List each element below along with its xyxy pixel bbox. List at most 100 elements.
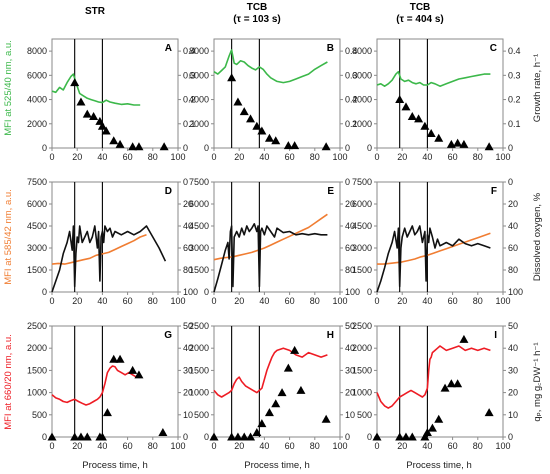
y-right-tick-label: 30 — [508, 365, 518, 375]
y-left-tick-label: 7500 — [352, 177, 372, 187]
plot-frame — [376, 181, 504, 293]
panel-H: 0 20 40 60 80 1000500100015002000250001020304… — [189, 321, 355, 451]
y-right-tick-label: 50 — [183, 321, 193, 331]
triangle-marker — [134, 370, 144, 379]
y-right-tick-label: 0.2 — [508, 95, 521, 105]
y-right-tick-label: 20 — [345, 199, 355, 209]
y-left-tick-label: 4000 — [27, 95, 47, 105]
x-tick-label: 20 — [234, 152, 244, 162]
triangle-marker — [401, 102, 411, 111]
triangle-marker — [426, 128, 436, 137]
triangle-marker — [257, 126, 267, 135]
y-left-tick-label: 6000 — [189, 70, 209, 80]
y-right-tick-label: 0.2 — [345, 95, 358, 105]
y-left-tick-label: 4000 — [189, 95, 209, 105]
triangle-marker — [395, 432, 405, 441]
y-right-tick-label: 30 — [345, 365, 355, 375]
x-tick-label: 0 — [374, 296, 379, 306]
y-right-tick-label: 0.1 — [183, 119, 196, 129]
series-line-orange — [213, 213, 328, 261]
y-right-tick-label: 0.3 — [345, 70, 358, 80]
triangle-marker — [283, 363, 293, 372]
triangle-marker — [453, 138, 463, 147]
triangle-marker — [446, 379, 456, 388]
y-right-tick-label: 0.1 — [345, 119, 358, 129]
y-right-tick-label: 100 — [345, 287, 360, 297]
panel-letter: A — [165, 43, 172, 54]
triangle-marker — [446, 139, 456, 148]
y-right-tick-label: 10 — [183, 410, 193, 420]
y-left-tick-label: 3000 — [27, 243, 47, 253]
y-right-tick-label: 0 — [183, 143, 188, 153]
column-title-3: TCB — [410, 2, 431, 13]
x-tick-label: 0 — [211, 152, 216, 162]
y-left-tick-label: 500 — [357, 410, 372, 420]
y-left-tick-label: 2000 — [27, 119, 47, 129]
x-tick-label: 40 — [259, 441, 269, 451]
row2-right-axis-label: Dissolved oxygen, % — [532, 192, 543, 281]
y-right-tick-label: 40 — [508, 343, 518, 353]
x-tick-label: 40 — [97, 441, 107, 451]
triangle-marker — [290, 141, 300, 150]
y-right-tick-label: 100 — [508, 287, 523, 297]
triangle-marker — [257, 419, 267, 428]
x-tick-label: 0 — [49, 296, 54, 306]
y-left-tick-label: 2000 — [189, 343, 209, 353]
y-right-tick-label: 80 — [508, 265, 518, 275]
y-left-tick-label: 500 — [194, 410, 209, 420]
y-left-tick-label: 1500 — [189, 365, 209, 375]
x-tick-label: 60 — [285, 441, 295, 451]
y-right-tick-label: 0.2 — [183, 95, 196, 105]
x-tick-label: 20 — [72, 441, 82, 451]
y-left-tick-label: 500 — [32, 410, 47, 420]
column-subtitle-2: (τ = 103 s) — [233, 14, 281, 25]
triangle-marker — [239, 107, 249, 116]
y-left-tick-label: 7500 — [27, 177, 47, 187]
triangle-marker — [459, 139, 469, 148]
y-left-tick-label: 0 — [367, 432, 372, 442]
triangle-marker — [115, 354, 125, 363]
plot-frame — [213, 325, 341, 438]
y-right-tick-label: 0 — [183, 432, 188, 442]
y-left-tick-label: 2500 — [27, 321, 47, 331]
column-title-1: STR — [85, 6, 106, 17]
x-tick-label: 20 — [397, 441, 407, 451]
x-tick-label: 20 — [72, 152, 82, 162]
panel-letter: E — [327, 186, 334, 197]
series-line-red — [213, 347, 328, 398]
y-left-tick-label: 1500 — [189, 265, 209, 275]
triangle-marker — [82, 432, 92, 441]
y-right-tick-label: 20 — [183, 199, 193, 209]
triangle-marker — [47, 432, 57, 441]
y-left-tick-label: 1000 — [27, 388, 47, 398]
plot-frame — [51, 181, 179, 293]
plot-frame — [213, 38, 341, 149]
y-right-tick-label: 60 — [508, 243, 518, 253]
triangle-marker — [239, 432, 249, 441]
row3-right-axis-label: qₚ, mg g꜀DW⁻¹ h⁻¹ — [532, 342, 543, 421]
y-right-tick-label: 0.4 — [183, 46, 196, 56]
y-left-tick-label: 3000 — [352, 243, 372, 253]
triangle-marker — [252, 121, 262, 130]
triangle-marker — [414, 114, 424, 123]
triangle-marker — [459, 334, 469, 343]
triangle-marker — [97, 121, 107, 130]
y-left-tick-label: 6000 — [189, 199, 209, 209]
x-tick-label: 80 — [148, 441, 158, 451]
y-right-tick-label: 0 — [508, 143, 513, 153]
triangle-marker — [434, 414, 444, 423]
panel-F: 0 20 40 60 80 100 0 1500 3000 4500 6000 7500 0 20 40 60… — [352, 177, 523, 306]
y-right-tick-label: 0 — [345, 143, 350, 153]
triangle-marker — [407, 112, 417, 121]
y-left-tick-label: 8000 — [352, 46, 372, 56]
y-right-tick-label: 20 — [508, 199, 518, 209]
y-right-tick-label: 40 — [183, 343, 193, 353]
triangle-marker — [134, 142, 144, 151]
x-tick-label: 60 — [285, 152, 295, 162]
x-tick-label: 80 — [473, 152, 483, 162]
x-tick-label: 40 — [422, 296, 432, 306]
x-tick-label: 100 — [170, 152, 185, 162]
y-right-tick-label: 60 — [183, 243, 193, 253]
triangle-marker — [128, 365, 138, 374]
y-right-tick-label: 100 — [183, 287, 198, 297]
